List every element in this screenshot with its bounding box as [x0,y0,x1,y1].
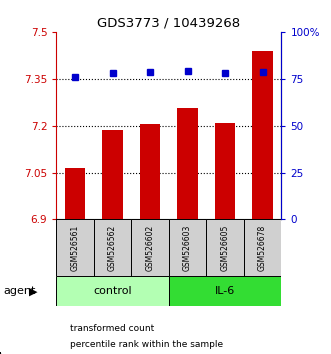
Text: percentile rank within the sample: percentile rank within the sample [70,339,223,349]
Text: GSM526561: GSM526561 [71,225,79,271]
Text: IL-6: IL-6 [215,286,235,296]
Bar [206,219,244,276]
Text: transformed count: transformed count [70,324,154,333]
Bar [177,108,198,219]
Text: GSM526678: GSM526678 [258,225,267,271]
Text: ▶: ▶ [29,286,37,296]
Text: control: control [93,286,132,296]
Bar [56,219,94,276]
Bar [252,51,273,219]
Title: GDS3773 / 10439268: GDS3773 / 10439268 [97,16,240,29]
Bar [131,219,169,276]
Bar [65,168,85,219]
Text: GSM526602: GSM526602 [146,225,155,271]
Text: agent: agent [3,286,36,296]
Text: GSM526603: GSM526603 [183,224,192,271]
Bar [169,276,281,306]
Bar [94,219,131,276]
Text: GSM526605: GSM526605 [220,224,230,271]
Bar [169,219,206,276]
Bar [244,219,281,276]
Bar [102,130,123,219]
Bar [140,124,161,219]
Bar [215,122,235,219]
Text: GSM526562: GSM526562 [108,225,117,271]
Bar [56,276,169,306]
